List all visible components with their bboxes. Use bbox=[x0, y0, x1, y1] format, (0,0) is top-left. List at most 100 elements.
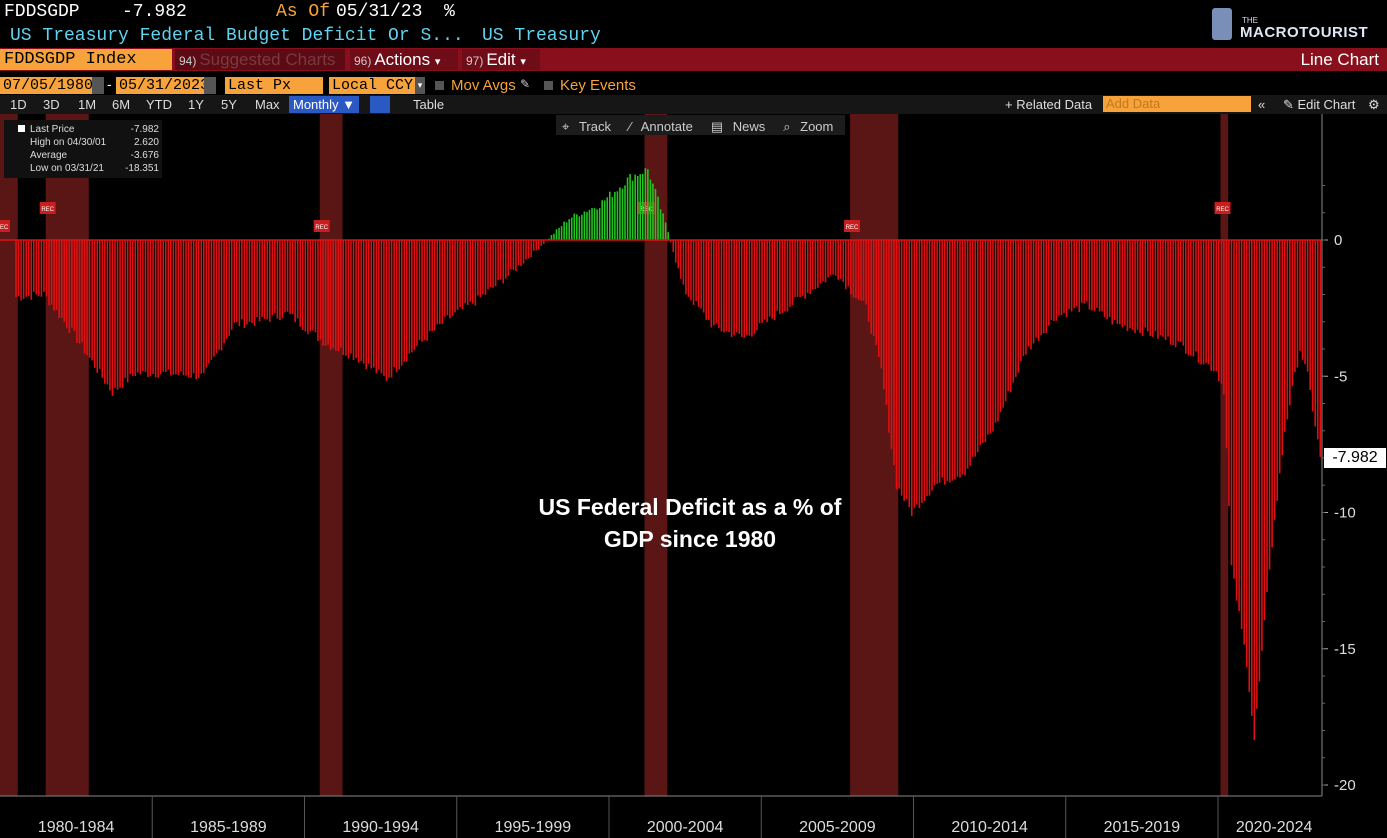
deficit-bar bbox=[966, 240, 969, 469]
deficit-bar bbox=[989, 240, 992, 434]
deficit-bar bbox=[438, 240, 441, 325]
key-events-label: Key Events bbox=[560, 77, 636, 94]
unit: % bbox=[444, 2, 455, 22]
deficit-bar bbox=[522, 240, 525, 264]
deficit-bar bbox=[281, 240, 284, 319]
end-date-field[interactable]: 05/31/2023 bbox=[116, 77, 209, 94]
deficit-bar bbox=[1291, 240, 1294, 386]
deficit-bar bbox=[314, 240, 317, 333]
zoom-tool[interactable]: ⌕ Zoom bbox=[783, 119, 834, 134]
currency-select[interactable]: Local CCY bbox=[329, 77, 415, 94]
deficit-bar bbox=[946, 240, 949, 481]
deficit-bar bbox=[791, 240, 794, 306]
period-1y[interactable]: 1Y bbox=[188, 97, 204, 112]
deficit-bar bbox=[677, 240, 680, 269]
period-max[interactable]: Max bbox=[255, 97, 280, 112]
deficit-bar bbox=[563, 221, 565, 240]
deficit-bar bbox=[862, 240, 865, 301]
deficit-bar bbox=[1311, 240, 1314, 412]
deficit-bar bbox=[109, 240, 111, 391]
deficit-bar bbox=[855, 240, 857, 299]
key-events-checkbox[interactable] bbox=[544, 81, 553, 90]
deficit-bar bbox=[1141, 240, 1144, 337]
deficit-bar bbox=[735, 240, 738, 333]
x-tick-label: 1995-1999 bbox=[495, 819, 572, 836]
deficit-bar bbox=[1192, 240, 1195, 357]
track-tool[interactable]: ⌖ Track bbox=[562, 119, 611, 134]
deficit-bar bbox=[1035, 240, 1037, 338]
deficit-bar bbox=[111, 240, 114, 396]
deficit-bar bbox=[248, 240, 251, 322]
deficit-bar bbox=[1233, 240, 1235, 579]
chart-legend: Last Price -7.982 High on 04/30/01 2.620… bbox=[4, 120, 162, 178]
deficit-bar bbox=[576, 214, 578, 240]
deficit-bar bbox=[664, 222, 667, 240]
period-ytd[interactable]: YTD bbox=[146, 97, 172, 112]
deficit-bar bbox=[789, 240, 791, 307]
edit-chart-button[interactable]: ✎ Edit Chart bbox=[1283, 97, 1356, 112]
deficit-bar bbox=[982, 240, 984, 443]
add-data-input[interactable]: Add Data bbox=[1103, 96, 1251, 112]
price-field-select[interactable]: Last Px bbox=[225, 77, 323, 94]
frequency-select[interactable]: Monthly ▼ bbox=[289, 96, 360, 113]
deficit-bar bbox=[867, 240, 870, 322]
period-5y[interactable]: 5Y bbox=[221, 97, 237, 112]
annotate-tool[interactable]: ⁄ Annotate bbox=[628, 119, 693, 134]
deficit-bar bbox=[106, 240, 109, 385]
period-1m[interactable]: 1M bbox=[78, 97, 97, 112]
deficit-bar bbox=[431, 240, 433, 332]
deficit-bar bbox=[342, 240, 345, 355]
svg-text:REC: REC bbox=[846, 225, 859, 231]
edit-button[interactable]: 97) Edit ▾ bbox=[462, 49, 540, 70]
deficit-bar bbox=[786, 240, 789, 312]
deficit-bar bbox=[124, 240, 126, 378]
deficit-bar bbox=[1283, 240, 1286, 432]
deficit-bar bbox=[865, 240, 867, 305]
chevron-down-icon[interactable]: ▾ bbox=[415, 77, 425, 94]
gear-icon[interactable]: ⚙ bbox=[1368, 97, 1380, 112]
table-button[interactable]: Table bbox=[413, 97, 445, 112]
deficit-bar bbox=[756, 240, 758, 331]
calendar-icon[interactable] bbox=[92, 77, 104, 94]
as-of-date: 05/31/23 bbox=[336, 2, 423, 22]
pencil-icon[interactable]: ✎ bbox=[520, 77, 531, 91]
recession-tag: REC bbox=[1214, 202, 1231, 214]
deficit-bar bbox=[464, 240, 466, 304]
index-field[interactable]: FDDSGDP Index bbox=[0, 49, 172, 70]
deficit-bar bbox=[680, 240, 682, 279]
deficit-bar bbox=[218, 240, 220, 350]
deficit-bar bbox=[53, 240, 55, 311]
start-date-field[interactable]: 07/05/1980 bbox=[0, 77, 93, 94]
deficit-bar bbox=[672, 240, 675, 252]
deficit-bar bbox=[1083, 240, 1086, 304]
deficit-bar bbox=[1266, 240, 1268, 593]
mov-avgs-checkbox[interactable] bbox=[435, 81, 444, 90]
deficit-bar bbox=[603, 200, 606, 240]
deficit-bar bbox=[837, 240, 839, 280]
related-data-button[interactable]: + Related Data bbox=[1005, 97, 1093, 112]
deficit-bar bbox=[91, 240, 93, 361]
actions-button[interactable]: 96) Actions ▾ bbox=[350, 49, 458, 70]
calendar-icon[interactable] bbox=[204, 77, 216, 94]
news-tool[interactable]: ▤ News bbox=[710, 119, 766, 134]
deficit-bar bbox=[817, 240, 819, 288]
period-3d[interactable]: 3D bbox=[43, 97, 60, 112]
suggested-charts-button[interactable]: 94) Suggested Charts bbox=[175, 49, 345, 70]
deficit-bar bbox=[215, 240, 218, 354]
deficit-bar bbox=[88, 240, 91, 358]
deficit-bar bbox=[723, 240, 725, 333]
deficit-bar bbox=[370, 240, 373, 369]
deficit-bar bbox=[375, 240, 378, 374]
deficit-bar bbox=[908, 240, 911, 508]
deficit-bar bbox=[565, 222, 568, 240]
deficit-bar bbox=[1154, 240, 1157, 332]
deficit-bar bbox=[71, 240, 73, 328]
line-chart-icon[interactable] bbox=[370, 96, 390, 113]
period-6m[interactable]: 6M bbox=[112, 97, 131, 112]
deficit-bar bbox=[1177, 240, 1179, 342]
deficit-bar bbox=[162, 240, 164, 372]
period-1d[interactable]: 1D bbox=[10, 97, 27, 112]
deficit-bar bbox=[1205, 240, 1207, 363]
collapse-icon[interactable]: « bbox=[1258, 97, 1266, 112]
deficit-bar bbox=[324, 240, 327, 346]
